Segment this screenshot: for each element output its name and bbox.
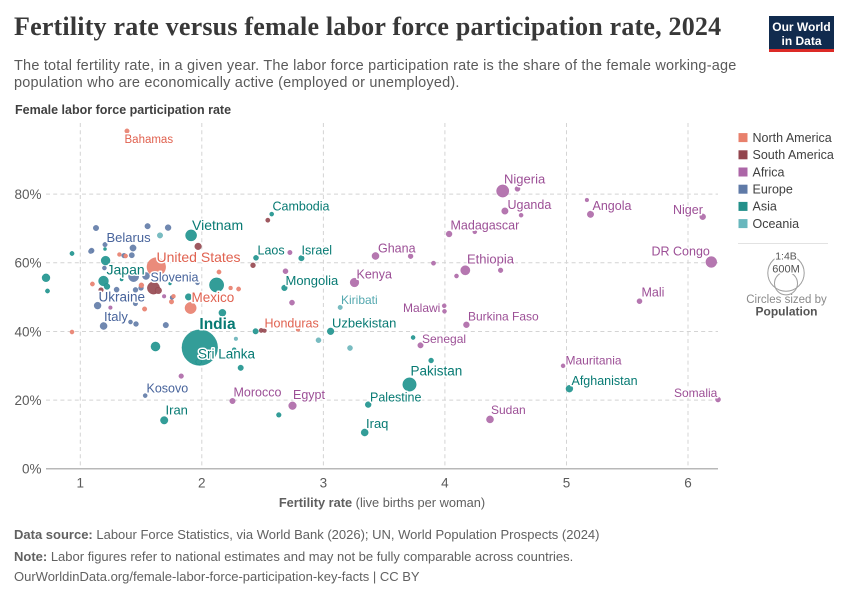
svg-text:Circles sized by: Circles sized by — [746, 294, 827, 306]
svg-text:DR Congo: DR Congo — [652, 245, 710, 259]
svg-text:Japan: Japan — [107, 261, 145, 277]
svg-text:Kiribati: Kiribati — [341, 293, 378, 307]
svg-text:Malawi: Malawi — [403, 301, 440, 315]
svg-text:80%: 80% — [14, 187, 41, 202]
svg-text:0%: 0% — [22, 462, 42, 477]
svg-text:India: India — [199, 316, 236, 333]
svg-text:Kenya: Kenya — [357, 267, 392, 281]
svg-text:North America: North America — [753, 131, 832, 145]
svg-text:Mongolia: Mongolia — [286, 273, 340, 288]
svg-text:Uganda: Uganda — [508, 198, 552, 212]
svg-text:Honduras: Honduras — [265, 317, 319, 331]
svg-text:5: 5 — [563, 475, 571, 490]
svg-text:40%: 40% — [14, 324, 41, 339]
svg-text:Palestine: Palestine — [370, 391, 421, 405]
svg-text:Ghana: Ghana — [378, 241, 416, 255]
svg-text:20%: 20% — [14, 393, 41, 408]
svg-text:Belarus: Belarus — [107, 230, 152, 245]
svg-text:Morocco: Morocco — [234, 386, 282, 400]
svg-text:Mali: Mali — [642, 286, 665, 300]
svg-text:Israel: Israel — [302, 244, 333, 258]
svg-text:Pakistan: Pakistan — [411, 364, 463, 379]
svg-text:Sudan: Sudan — [491, 403, 526, 417]
svg-text:Kosovo: Kosovo — [147, 382, 189, 396]
svg-text:Slovenia: Slovenia — [151, 270, 199, 284]
svg-text:Cambodia: Cambodia — [273, 200, 330, 214]
svg-text:Angola: Angola — [593, 199, 632, 213]
svg-text:United States: United States — [157, 249, 241, 265]
svg-text:Oceania: Oceania — [753, 217, 800, 231]
svg-text:Mexico: Mexico — [192, 290, 235, 305]
svg-text:Asia: Asia — [753, 200, 777, 214]
svg-text:1:4B: 1:4B — [775, 251, 797, 263]
svg-text:Africa: Africa — [753, 165, 785, 179]
svg-text:Population: Population — [756, 305, 818, 319]
svg-text:Niger: Niger — [673, 203, 703, 217]
svg-text:6: 6 — [684, 475, 692, 490]
svg-text:Sri Lanka: Sri Lanka — [198, 346, 256, 361]
svg-text:Mauritania: Mauritania — [566, 354, 622, 368]
svg-text:Somalia: Somalia — [674, 386, 718, 400]
svg-text:Ukraine: Ukraine — [99, 290, 146, 305]
svg-text:Egypt: Egypt — [293, 388, 325, 402]
svg-text:Madagascar: Madagascar — [451, 218, 520, 232]
svg-text:Senegal: Senegal — [422, 332, 466, 346]
svg-text:Bahamas: Bahamas — [125, 134, 174, 146]
svg-text:Afghanistan: Afghanistan — [572, 374, 638, 388]
svg-text:60%: 60% — [14, 256, 41, 271]
svg-text:Laos: Laos — [258, 244, 285, 258]
svg-text:Burkina Faso: Burkina Faso — [468, 310, 539, 324]
svg-text:Europe: Europe — [753, 183, 793, 197]
svg-text:3: 3 — [320, 475, 328, 490]
svg-text:600M: 600M — [772, 263, 800, 275]
svg-text:Iraq: Iraq — [366, 416, 388, 431]
svg-text:Uzbekistan: Uzbekistan — [332, 316, 396, 331]
svg-text:Ethiopia: Ethiopia — [467, 252, 515, 267]
svg-text:1: 1 — [77, 475, 85, 490]
svg-text:South America: South America — [753, 148, 834, 162]
svg-text:Nigeria: Nigeria — [504, 172, 546, 187]
svg-text:Italy: Italy — [104, 309, 128, 324]
svg-text:2: 2 — [198, 475, 206, 490]
svg-text:4: 4 — [441, 475, 449, 490]
svg-text:Vietnam: Vietnam — [192, 217, 243, 233]
svg-text:Iran: Iran — [166, 402, 188, 417]
